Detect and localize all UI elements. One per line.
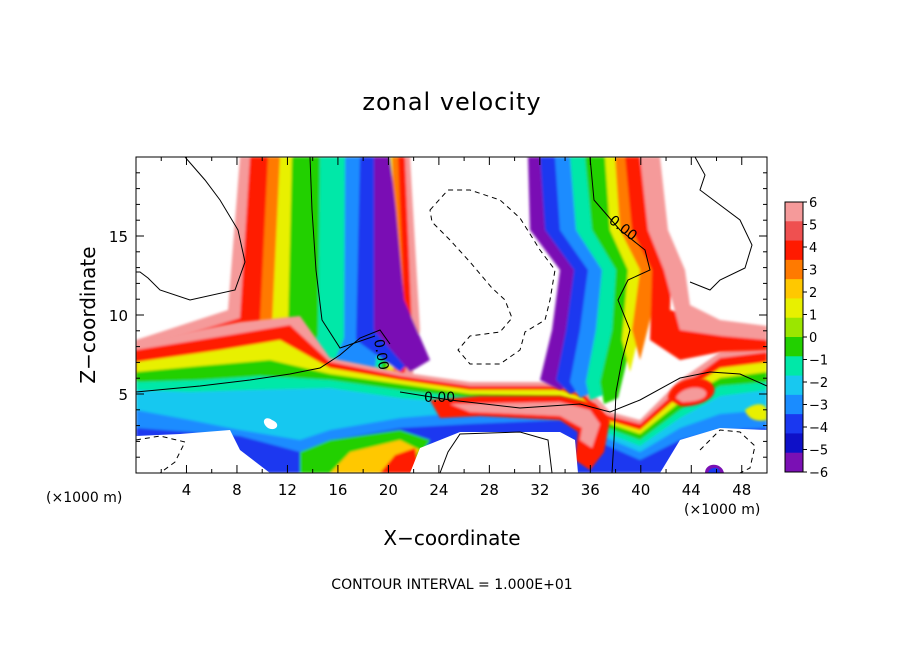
x-tick-label: 8 [232,481,242,499]
colorbar: 6 5 4 3 2 1 0 −1 −2 −3 −4 −5 −6 [784,196,828,481]
colorbar-swatch [785,221,803,242]
contour-interval-note: CONTOUR INTERVAL = 1.000E+01 [331,577,573,593]
colorbar-swatch [785,298,803,319]
colorbar-label: 4 [809,241,817,256]
colorbar-swatch [785,433,803,454]
x-tick-label: 12 [278,481,297,499]
colorbar-label: −2 [809,376,828,391]
contour-zero-left [136,329,391,393]
colorbar-label: −5 [809,444,828,459]
y-ticks: 5 10 15 [109,172,767,458]
right-orange [615,157,660,360]
colorbar-label: −3 [809,399,828,414]
contour-label: 0.00 [370,338,391,371]
colorbar-swatch [785,356,803,377]
colorbar-label: 0 [809,331,817,346]
contour-label: 0.00 [424,390,455,406]
white-bottom-right [660,428,767,473]
white-mid-bubble [263,418,278,430]
x-tick-label: 36 [581,481,600,499]
colorbar-label: 6 [809,196,817,211]
colorbar-swatch [785,394,803,415]
contour-zero-center [399,371,767,413]
x-axis-label: X−coordinate [383,526,521,550]
colorbar-label: 1 [809,309,817,324]
plume-right-field [528,157,767,404]
plume-left-field [136,157,430,380]
contour-upper-left [136,157,246,301]
chart-title: zonal velocity [362,88,542,116]
colorbar-label: −1 [809,354,828,369]
colorbar-label: 3 [809,264,817,279]
colorbar-label: 5 [809,219,817,234]
white-bottom-middle [410,432,578,473]
x-ticks: 4 8 12 16 20 24 28 32 36 40 44 48 [160,157,751,499]
plot-area [136,157,767,473]
right-pink [640,157,767,340]
x-tick-label: 4 [182,481,192,499]
lower-band-field [136,316,767,473]
contour-bottom-middle [439,431,553,473]
contour-zero-plume [309,157,376,349]
contour-labels: 0.000.000.00 [370,213,640,406]
x-tick-label: 28 [480,481,499,499]
colorbar-swatch [785,375,803,396]
colorbar-label: −6 [809,466,828,481]
x-tick-label: 16 [328,481,347,499]
y-tick-label: 10 [109,307,128,325]
lower-right-spot [745,404,767,421]
contour-lines [136,157,767,473]
x-tick-label: 44 [682,481,701,499]
x-tick-label: 20 [379,481,398,499]
colorbar-swatch [785,240,803,261]
colorbar-swatch [785,452,803,473]
colorbar-label: 2 [809,286,817,301]
tongues-field [430,378,767,470]
colorbar-label: −4 [809,421,828,436]
contour-zero-right [589,157,651,393]
y-tick-label: 5 [118,386,128,404]
colorbar-swatch [785,202,803,222]
colorbar-swatch [785,279,803,299]
contour-dashed-center [429,189,556,365]
contour-zero-floor [611,391,617,473]
colorbar-swatch [785,317,803,338]
colorbar-swatch [785,259,803,280]
colorbar-swatch [785,337,803,357]
lower-red-floor [380,448,420,473]
y-tick-label: 15 [109,228,128,246]
band-purple [374,157,430,372]
x-unit-label-right: (×1000 m) [684,502,761,518]
pink-loop [676,387,707,402]
right-cyan [570,157,618,400]
x-tick-label: 40 [631,481,650,499]
pink-tongue [450,402,600,448]
x-tick-label: 48 [732,481,751,499]
right-red [625,157,767,360]
contour-dashed-bottom-right [699,429,756,473]
x-tick-label: 24 [429,481,448,499]
x-tick-label: 32 [530,481,549,499]
colorbar-swatch [785,414,803,434]
x-unit-label-left: (×1000 m) [46,490,123,506]
white-regions [136,418,767,473]
contour-upper-right [689,157,753,291]
white-bottom-left [136,430,270,473]
